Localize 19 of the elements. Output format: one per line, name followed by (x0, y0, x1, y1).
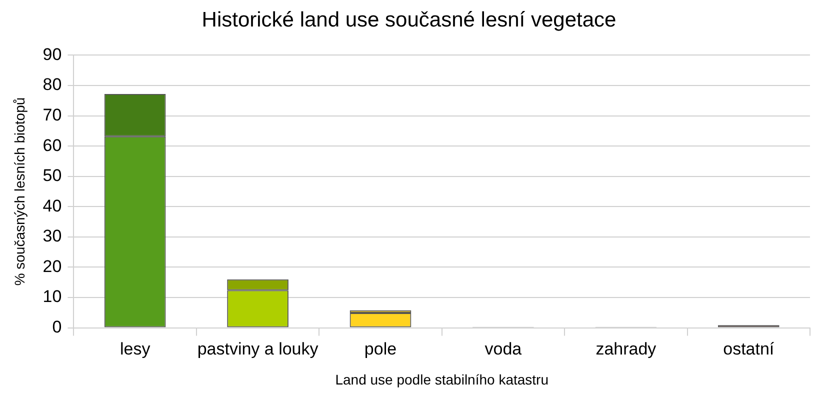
x-tick-label: voda (484, 340, 522, 359)
y-tick-label: 80 (42, 75, 62, 94)
y-tick-label: 30 (42, 226, 62, 246)
x-axis-title: Land use podle stabilního katastru (335, 371, 548, 388)
x-tick-label: pastviny a louky (197, 340, 319, 359)
y-tick-label: 10 (42, 287, 62, 306)
y-tick-label: 70 (42, 105, 62, 124)
y-tick-label: 90 (42, 44, 62, 64)
x-tick-label: lesy (120, 340, 151, 359)
y-axis-title: % současných lesních biotopů (11, 97, 28, 286)
x-tick-label: pole (364, 340, 397, 359)
y-tick-label: 40 (42, 196, 62, 216)
x-tick-label: zahrady (596, 340, 657, 359)
y-tick-label: 50 (42, 166, 62, 186)
x-tick-label: ostatní (723, 340, 774, 359)
y-tick-label: 60 (42, 136, 62, 155)
y-tick-label: 20 (42, 256, 62, 276)
chart-title: Historické land use současné lesní vegetace (202, 8, 616, 32)
y-tick-label: 0 (52, 317, 62, 336)
